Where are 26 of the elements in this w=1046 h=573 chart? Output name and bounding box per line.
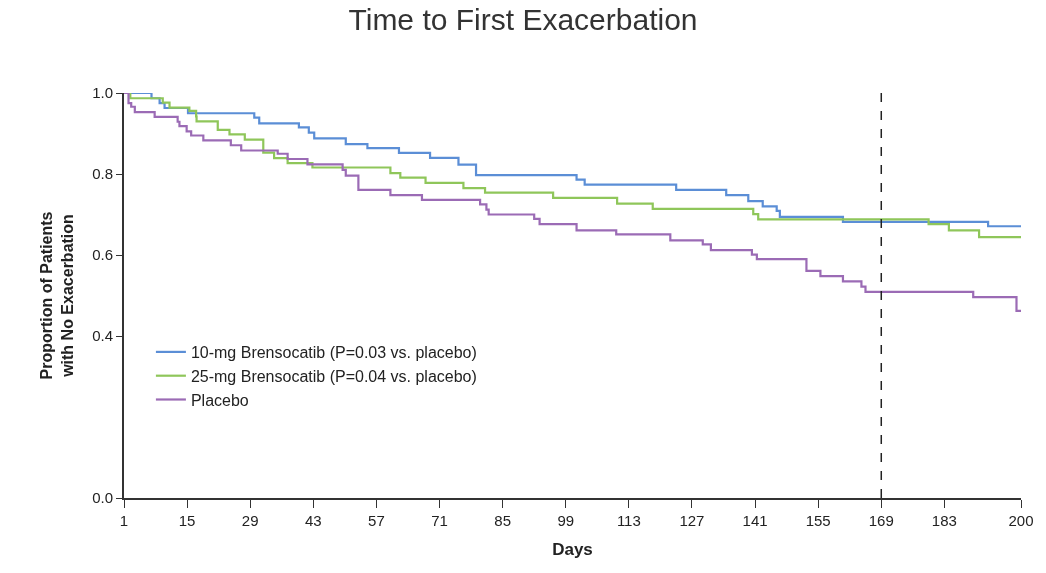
x-tick-label: 183 bbox=[931, 512, 957, 529]
y-tick-label: 0.0 bbox=[92, 489, 113, 507]
x-tick-label: 57 bbox=[368, 512, 385, 529]
x-axis-title: Days bbox=[552, 539, 593, 559]
chart-title: Time to First Exacerbation bbox=[348, 2, 698, 36]
x-tick-label: 113 bbox=[616, 512, 641, 529]
x-tick-label: 200 bbox=[1008, 512, 1034, 529]
x-tick-label: 43 bbox=[304, 512, 322, 529]
y-axis-title: Proportion of Patients with No Exacerbation bbox=[37, 211, 76, 380]
x-tick-label: 155 bbox=[805, 512, 831, 529]
legend-label: 10-mg Brensocatib (P=0.03 vs. placebo) bbox=[190, 344, 477, 362]
x-tick-label: 71 bbox=[431, 512, 448, 529]
legend-label: 25-mg Brensocatib (P=0.04 vs. placebo) bbox=[190, 367, 477, 385]
x-tick-label: 141 bbox=[742, 512, 768, 529]
y-tick-label: 0.4 bbox=[92, 327, 113, 345]
x-tick-label: 85 bbox=[494, 512, 511, 529]
x-tick-label: 99 bbox=[557, 512, 575, 529]
x-tick-label: 127 bbox=[679, 512, 705, 529]
x-tick-label: 169 bbox=[868, 512, 894, 529]
y-tick-label: 0.8 bbox=[92, 165, 113, 183]
y-tick-label: 1.0 bbox=[92, 84, 113, 102]
legend-label: Placebo bbox=[190, 391, 249, 409]
x-tick-label: 29 bbox=[241, 512, 259, 529]
y-tick-label: 0.6 bbox=[92, 246, 113, 264]
x-tick-label: 15 bbox=[178, 512, 196, 529]
x-tick-label: 1 bbox=[119, 512, 129, 529]
